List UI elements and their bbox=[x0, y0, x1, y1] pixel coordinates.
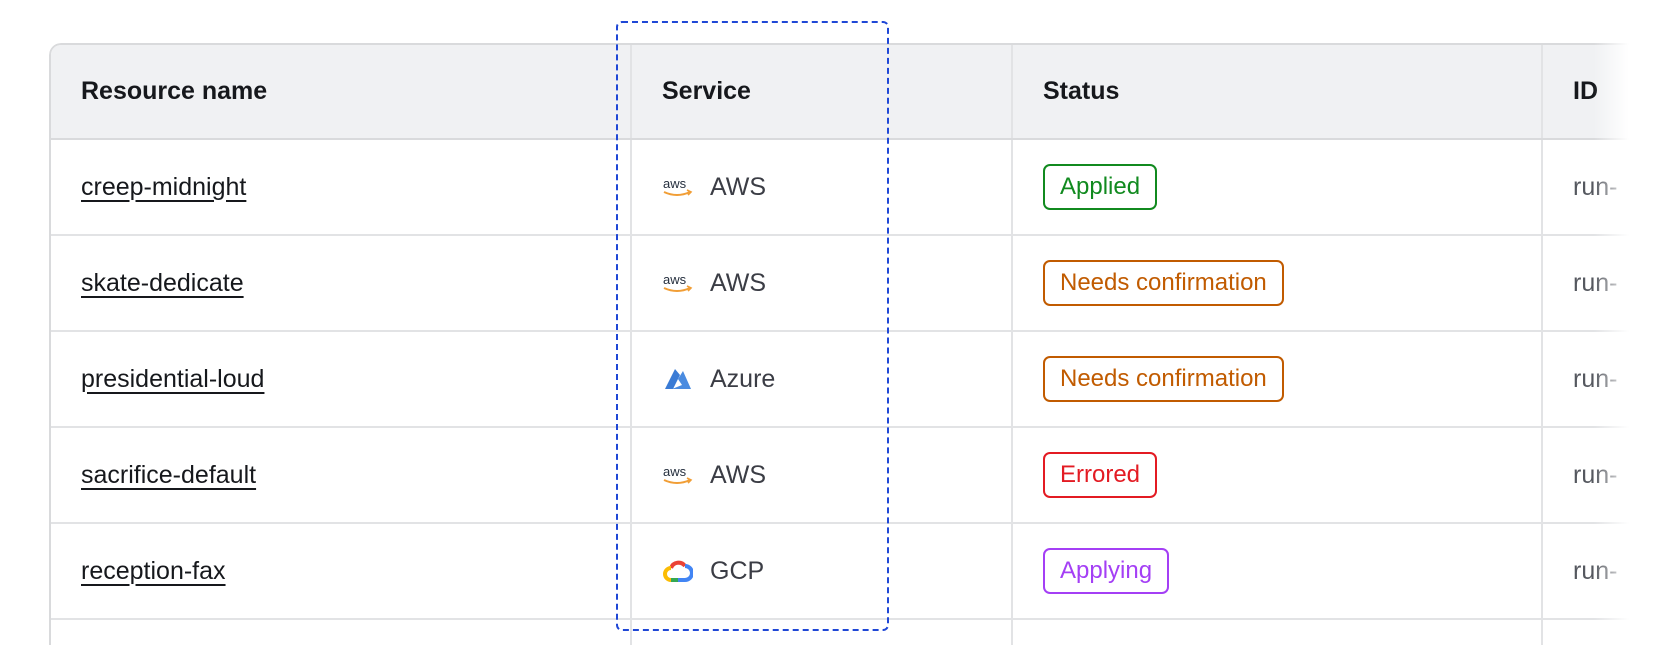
svg-text:aws: aws bbox=[663, 464, 687, 479]
table-row: skate-dedicate aws AWS Needs confirmation… bbox=[51, 235, 1649, 332]
svg-text:aws: aws bbox=[663, 272, 687, 287]
service-label: AWS bbox=[710, 268, 767, 297]
resource-name-link[interactable]: sacrifice-default bbox=[81, 460, 257, 489]
resource-name-link[interactable]: skate-dedicate bbox=[81, 268, 244, 297]
resource-name-link[interactable]: creep-midnight bbox=[81, 172, 247, 201]
aws-icon: aws bbox=[662, 269, 694, 297]
table-row: presidential-loud Azure Needs confirmati… bbox=[51, 331, 1649, 428]
resource-name-link[interactable]: reception-fax bbox=[81, 556, 226, 585]
status-badge: Applying bbox=[1043, 548, 1170, 594]
resource-name-link[interactable]: presidential-loud bbox=[81, 364, 265, 393]
table-row-partial bbox=[51, 619, 1649, 645]
table-header: Resource name Service Status ID bbox=[51, 45, 1649, 140]
azure-icon bbox=[662, 365, 694, 393]
run-id: run- bbox=[1542, 331, 1649, 428]
service-label: AWS bbox=[710, 172, 767, 201]
run-id: run- bbox=[1542, 427, 1649, 524]
table-row: reception-fax GCP Applying run- bbox=[51, 523, 1649, 620]
column-header-id[interactable]: ID bbox=[1542, 45, 1649, 140]
gcp-icon bbox=[662, 557, 694, 585]
column-header-status[interactable]: Status bbox=[1012, 45, 1543, 140]
service-label: AWS bbox=[710, 460, 767, 489]
aws-icon: aws bbox=[662, 173, 694, 201]
aws-icon: aws bbox=[662, 461, 694, 489]
status-badge: Needs confirmation bbox=[1043, 356, 1284, 402]
column-header-service[interactable]: Service bbox=[631, 45, 1013, 140]
table-row: sacrifice-default aws AWS Errored run- bbox=[51, 427, 1649, 524]
status-badge: Errored bbox=[1043, 452, 1158, 498]
status-badge: Needs confirmation bbox=[1043, 260, 1284, 306]
svg-text:aws: aws bbox=[663, 176, 687, 191]
run-id: run- bbox=[1542, 139, 1649, 236]
table-row: creep-midnight aws AWS Applied run- bbox=[51, 139, 1649, 236]
column-header-resource-name[interactable]: Resource name bbox=[51, 45, 632, 140]
service-label: Azure bbox=[710, 364, 776, 393]
resources-table: Resource name Service Status ID creep-mi… bbox=[49, 43, 1649, 645]
run-id: run- bbox=[1542, 523, 1649, 620]
run-id: run- bbox=[1542, 235, 1649, 332]
service-label: GCP bbox=[710, 556, 765, 585]
status-badge: Applied bbox=[1043, 164, 1158, 210]
